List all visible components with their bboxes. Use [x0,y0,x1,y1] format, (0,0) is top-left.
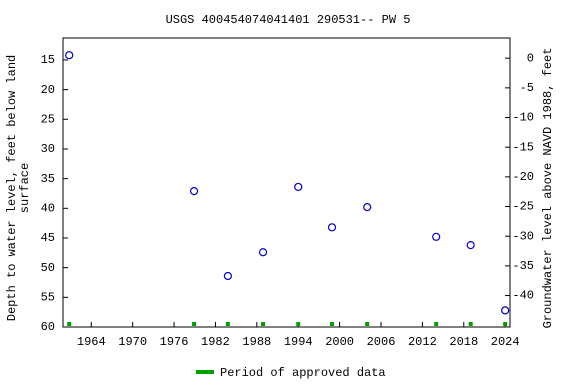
x-tick-label: 1988 [242,335,271,349]
x-tick-label: 2012 [408,335,437,349]
approved-marker [67,322,72,326]
y2-tick-label: -25 [512,200,534,214]
y-tick-label: 30 [41,142,55,156]
y2-tick-label: -15 [512,140,534,154]
data-point [294,182,303,192]
x-tick-label: 2000 [325,335,354,349]
approved-marker [296,322,301,326]
data-point [258,248,268,257]
y2-axis-label: Groundwater level above NAVD 1988, feet [541,48,555,329]
x-tick-label: 2018 [449,335,478,349]
y2-tick-label: -20 [512,170,534,184]
y-tick-label: 20 [41,83,55,97]
approved-marker [365,322,370,326]
chart-title: USGS 400454074041401 290531-- PW 5 [166,13,411,27]
x-tick-label: 1994 [284,335,313,349]
y-tick-label: 15 [41,53,55,67]
x-tick-label: 1964 [77,335,106,349]
approved-marker [330,322,335,326]
legend-swatch [196,370,214,374]
data-point [363,203,372,212]
y-tick-label: 25 [41,112,55,126]
y-tick-label: 45 [41,231,55,245]
approved-marker [225,322,230,326]
y2-tick-label: 0 [527,51,534,65]
approved-marker [468,322,473,326]
x-tick-label: 1970 [118,335,147,349]
y-tick-label: 60 [41,320,55,334]
y2-tick-label: -30 [512,229,534,243]
plot-frame [62,37,511,328]
data-point [432,232,441,241]
y-axis-label: Depth to water level, feet below land [5,55,19,321]
y2-tick-label: -40 [512,289,534,303]
x-tick-label: 2006 [367,335,396,349]
y-tick-label: 35 [41,172,55,186]
data-point [327,223,337,232]
y-axis-label: surface [18,163,32,213]
y-tick-label: 50 [41,261,55,275]
x-tick-label: 1976 [160,335,189,349]
approved-marker [434,322,439,326]
data-point [223,271,232,281]
approved-marker [261,322,266,326]
legend-label: Period of approved data [220,366,386,380]
approved-marker [503,322,508,326]
y2-tick-label: -5 [520,81,534,95]
x-tick-label: 2024 [491,335,520,349]
y-tick-label: 55 [41,291,55,305]
data-point [501,306,510,315]
y-tick-label: 40 [41,201,55,215]
data-point [466,241,475,250]
data-point [65,51,74,60]
approved-marker [192,322,197,326]
y2-tick-label: -10 [512,111,534,125]
x-tick-label: 1982 [201,335,230,349]
data-point [189,187,199,196]
y2-tick-label: -35 [512,259,534,273]
